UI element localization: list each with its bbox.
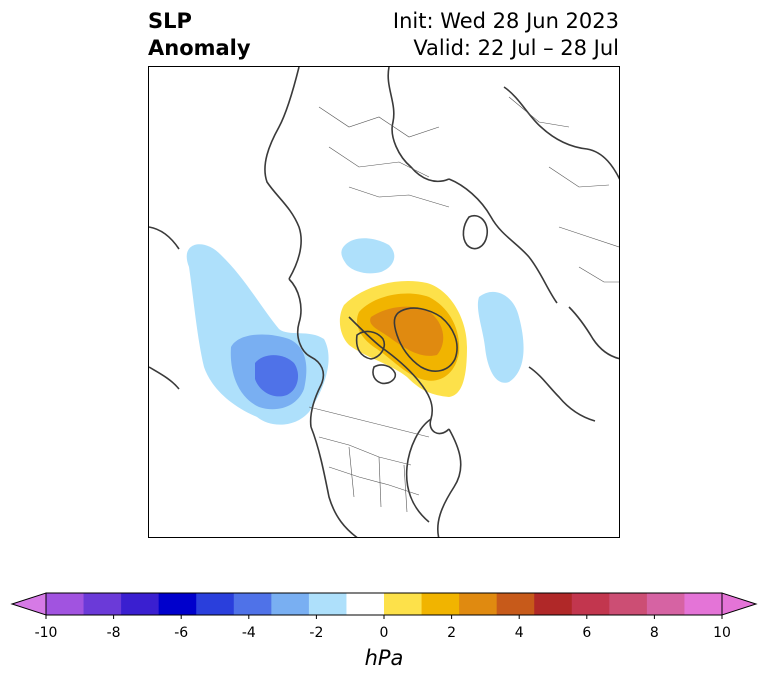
colorbar-swatch (496, 593, 535, 615)
colorbar-swatch (196, 593, 235, 615)
colorbar-tick-label: -6 (174, 625, 189, 641)
colorbar-swatch (459, 593, 498, 615)
map-title-left: SLP Anomaly (148, 8, 251, 62)
colorbar-swatch (46, 593, 85, 615)
colorbar-over-arrow (721, 592, 758, 616)
map-title-right: Init: Wed 28 Jun 2023 Valid: 22 Jul – 28… (393, 8, 619, 62)
colorbar-swatches (10, 592, 758, 619)
colorbar-swatch (271, 593, 310, 615)
colorbar-tick-label: -4 (241, 625, 256, 641)
map-panel (148, 66, 620, 538)
colorbar-swatch (308, 593, 347, 615)
colorbar-tick-label: 2 (447, 625, 457, 641)
colorbar-tick-label: 6 (582, 625, 592, 641)
colorbar-tick-label: 10 (713, 625, 731, 641)
colorbar-swatch (646, 593, 685, 615)
colorbar-swatch (83, 593, 122, 615)
political-borders (308, 96, 619, 513)
colorbar-under-arrow (10, 592, 47, 616)
anomaly-shading (149, 238, 524, 425)
colorbar-tick-label: -10 (34, 625, 58, 641)
title-anomaly: Anomaly (148, 36, 251, 60)
colorbar-swatch (421, 593, 460, 615)
positive-anomaly-greenland-core (370, 306, 444, 356)
colorbar-tick-label: 4 (514, 625, 524, 641)
coastlines (149, 67, 619, 537)
colorbar-swatch (684, 593, 723, 615)
colorbar-swatch (158, 593, 197, 615)
colorbar-swatch (534, 593, 573, 615)
colorbar-swatch (384, 593, 423, 615)
colorbar-tick-label: -8 (106, 625, 121, 641)
title-variable: SLP (148, 9, 192, 33)
colorbar-tick-label: 8 (649, 625, 659, 641)
negative-anomaly-barents (477, 291, 524, 383)
valid-range-label: Valid: 22 Jul – 28 Jul (413, 36, 619, 60)
map-canvas (149, 67, 619, 537)
colorbar (0, 585, 768, 685)
colorbar-swatch (609, 593, 648, 615)
colorbar-swatch (121, 593, 160, 615)
white-gap-left-edge (149, 285, 161, 319)
negative-anomaly-pacific-core (255, 355, 299, 397)
colorbar-swatch (571, 593, 610, 615)
colorbar-unit-label: hPa (364, 646, 404, 670)
negative-anomaly-east-siberian (341, 238, 395, 274)
colorbar-swatch (346, 593, 385, 615)
colorbar-swatch (233, 593, 272, 615)
colorbar-tick-label: 0 (379, 625, 389, 641)
init-date-label: Init: Wed 28 Jun 2023 (392, 9, 619, 33)
colorbar-tick-label: -2 (309, 625, 324, 641)
